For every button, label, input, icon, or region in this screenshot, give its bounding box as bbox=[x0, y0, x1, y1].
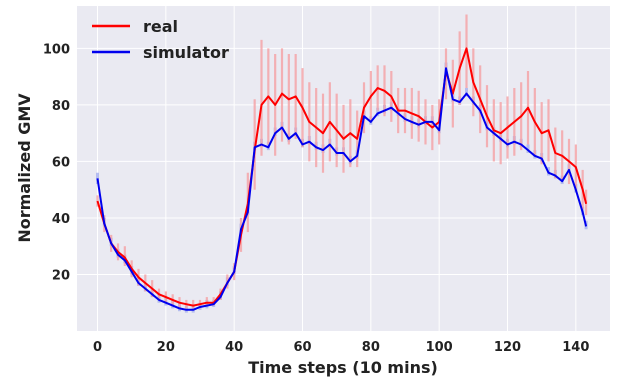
x-tick-label: 40 bbox=[225, 340, 243, 355]
x-tick-label: 100 bbox=[426, 340, 453, 355]
series-line-simulator bbox=[96, 67, 588, 311]
y-tick-label: 60 bbox=[52, 155, 70, 170]
y-tick-label: 40 bbox=[52, 212, 70, 227]
x-axis-label: Time steps (10 mins) bbox=[248, 358, 438, 377]
x-tick-label: 120 bbox=[494, 340, 521, 355]
y-axis-label: Normalized GMV bbox=[15, 93, 34, 243]
legend-label-real: real bbox=[143, 17, 178, 36]
x-axis-ticks: 0 20 40 60 80 100 120 140 bbox=[93, 340, 589, 355]
x-tick-label: 60 bbox=[293, 340, 311, 355]
x-tick-label: 0 bbox=[93, 340, 102, 355]
y-tick-label: 80 bbox=[52, 99, 70, 114]
legend: real simulator bbox=[92, 17, 229, 62]
y-tick-label: 100 bbox=[43, 42, 70, 57]
x-tick-label: 140 bbox=[562, 340, 589, 355]
y-axis-ticks: 20 40 60 80 100 bbox=[43, 42, 70, 283]
legend-label-simulator: simulator bbox=[143, 43, 229, 62]
series-line-real bbox=[96, 47, 588, 307]
y-tick-label: 20 bbox=[52, 268, 70, 283]
x-tick-label: 20 bbox=[157, 340, 175, 355]
series-lines bbox=[96, 47, 588, 311]
x-tick-label: 80 bbox=[362, 340, 380, 355]
